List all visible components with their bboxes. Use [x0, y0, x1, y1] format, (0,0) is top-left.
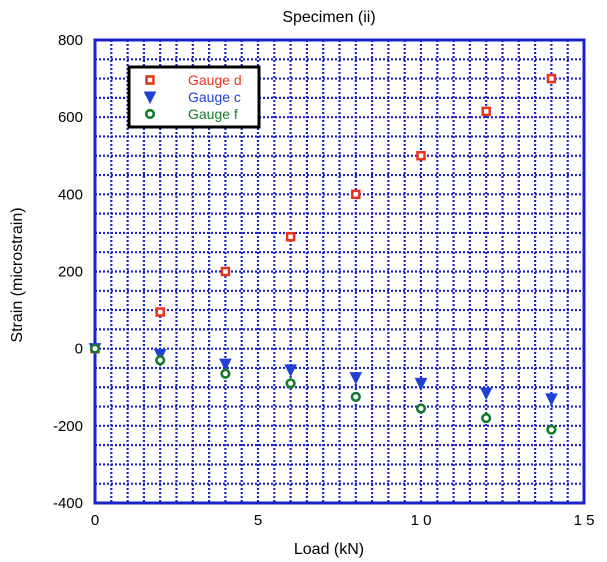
- gauge-f-point: [285, 378, 296, 389]
- legend-marker-gauge-c: [143, 91, 157, 105]
- gauge-f-point: [546, 424, 557, 435]
- gauge-d-point: [220, 266, 231, 277]
- x-tick-label: 5: [254, 512, 262, 529]
- x-axis-label: Load (kN): [294, 541, 364, 558]
- gauge-f-point: [155, 355, 166, 366]
- x-tick-label: 0: [91, 512, 99, 529]
- plot-border: [93, 38, 586, 505]
- legend-label-gauge-c: Gauge c: [188, 89, 241, 105]
- gauge-d-point: [351, 189, 361, 200]
- y-tick-label: 0: [75, 341, 83, 358]
- gauge-d-point: [285, 232, 296, 242]
- y-tick-label: -200: [53, 418, 83, 435]
- y-tick-label: -400: [53, 495, 83, 512]
- y-tick-label: 200: [58, 264, 83, 281]
- gauge-d-point: [481, 106, 491, 117]
- gauge-c-point: [153, 348, 167, 362]
- y-tick-label: 400: [58, 186, 83, 203]
- chart-title: Specimen (ii): [282, 9, 375, 26]
- grid: [95, 40, 584, 503]
- legend-marker-gauge-d: [145, 75, 155, 85]
- gauge-d-point: [155, 307, 165, 317]
- legend-marker-gauge-f: [144, 108, 156, 120]
- gauge-f-point: [415, 403, 427, 414]
- y-tick-label: 600: [58, 109, 83, 126]
- legend-label-gauge-d: Gauge d: [188, 72, 242, 88]
- gauge-c-point: [284, 364, 297, 378]
- gauge-d-point: [546, 73, 557, 84]
- gauge-c-point: [479, 387, 493, 401]
- gauge-f-point: [350, 391, 361, 402]
- gauge-f-point: [481, 413, 492, 424]
- plot-frame: [93, 38, 586, 505]
- y-axis-label: Strain (microstrain): [9, 207, 26, 342]
- x-tick-label: 1 5: [574, 512, 595, 529]
- gauge-f-point: [89, 343, 101, 354]
- x-tick-label: 1 0: [411, 512, 432, 529]
- legend-label-gauge-f: Gauge f: [188, 106, 238, 122]
- gauge-c-point: [414, 377, 428, 391]
- gauge-d-point: [416, 151, 426, 161]
- gauge-c-point: [349, 372, 363, 385]
- y-tick-label: 800: [58, 32, 83, 49]
- gauge-f-point: [220, 368, 231, 379]
- data-marks: [88, 73, 558, 435]
- gauge-c-point: [545, 393, 558, 406]
- gauge-c-point: [219, 358, 232, 372]
- axis-ticks: 0 5 1 0 1 5 -400 -200 0 200 400 600 800: [53, 32, 594, 529]
